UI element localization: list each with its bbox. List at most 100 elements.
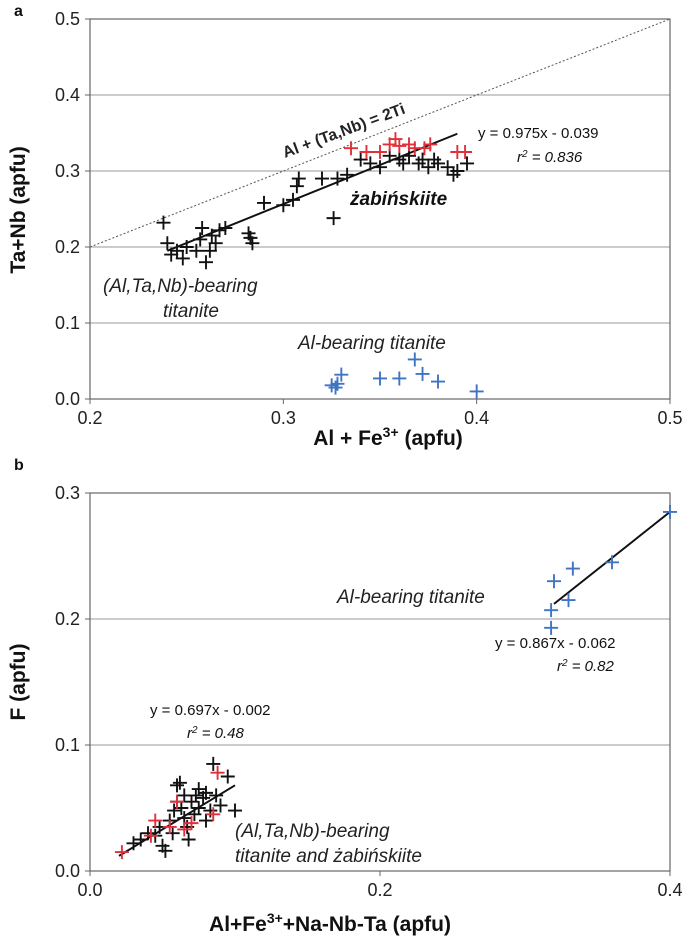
b-point-red (114, 845, 129, 860)
panel-a-plot-frame (89, 18, 671, 400)
b-point-blue (547, 574, 561, 589)
b-point-black (191, 782, 206, 797)
b-y-tick-label: 0.2 (55, 609, 80, 629)
b-point-black (141, 826, 155, 841)
panel-b-mix-label-2: titanite and żabińskiite (235, 846, 422, 867)
a-point-red (458, 145, 473, 159)
b-point-black (170, 778, 184, 793)
b-point-black (213, 798, 228, 813)
panel-b-x-axis-title: Al+Fe3++Na-Nb-Ta (apfu) (209, 910, 451, 936)
panel-b-gridlines (90, 618, 670, 746)
a-point-black (340, 167, 355, 182)
a-point-red (359, 145, 374, 159)
b-point-red (184, 816, 199, 831)
a-point-black (208, 236, 223, 251)
a-y-tick-label: 0.1 (55, 313, 80, 333)
b-point-black (188, 788, 203, 803)
panel-b-letter: b (14, 457, 24, 474)
b-point-black (165, 826, 180, 841)
b-point-red (162, 819, 177, 834)
panel-a-altanb-label-2: titanite (163, 301, 219, 322)
a-point-black (460, 156, 474, 171)
a-point-blue (328, 380, 343, 395)
a-point-black (218, 221, 233, 235)
a-point-black (156, 215, 171, 230)
a-point-blue (334, 367, 349, 382)
panel-a-y-axis-title: Ta+Nb (apfu) (7, 146, 30, 273)
panel-b-y-ticks: 0.0 0.1 0.2 0.3 (55, 483, 90, 881)
a-point-blue (407, 352, 422, 367)
a-x-tick-label: 0.3 (271, 408, 296, 428)
a-point-red (392, 138, 407, 153)
a-point-black (289, 179, 304, 194)
a-point-black (421, 160, 436, 175)
b-point-black (220, 769, 235, 784)
b-x-tick-label: 0.0 (77, 880, 102, 900)
b-point-red (206, 807, 221, 822)
a-point-black (286, 192, 300, 207)
a-y-tick-label: 0.5 (55, 9, 80, 29)
a-point-blue (373, 371, 387, 386)
b-point-blue (544, 603, 559, 618)
a-point-red (344, 141, 358, 156)
panel-b-fit-r2-1: r2 = 0.48 (187, 725, 245, 743)
a-point-black (245, 236, 260, 251)
b-point-black (199, 813, 213, 828)
a-y-tick-label: 0.2 (55, 237, 80, 257)
b-y-tick-label: 0.0 (55, 861, 80, 881)
a-point-black (195, 221, 210, 235)
b-point-black (172, 775, 187, 790)
panel-b-y-axis-title: F (apfu) (7, 644, 30, 721)
b-point-black (158, 843, 173, 858)
a-point-black (315, 171, 329, 186)
panel-b: b 0.0 0.2 0.4 0.0 0.1 0.2 0.3 Al-bearing tita… (7, 457, 683, 936)
panel-a-reference-label: Al + (Ta,Nb) = 2Ti (280, 101, 407, 162)
a-point-black (276, 198, 291, 213)
b-point-black (133, 832, 148, 847)
a-x-tick-label: 0.4 (464, 408, 489, 428)
b-point-blue (605, 555, 619, 570)
a-point-blue (330, 376, 345, 391)
panel-b-points (114, 504, 677, 860)
a-point-black (440, 160, 455, 175)
a-point-black (330, 171, 345, 186)
panel-a-fit-equation: y = 0.975x - 0.039 (478, 125, 599, 142)
b-point-blue (561, 593, 576, 608)
panel-a-fit-r2: r2 = 0.836 (517, 149, 583, 167)
a-point-blue (431, 374, 445, 389)
panel-a-altanb-label-1: (Al,Ta,Nb)-bearing (103, 276, 258, 297)
a-point-blue (392, 371, 407, 386)
b-y-tick-label: 0.3 (55, 483, 80, 503)
a-point-black (189, 243, 204, 258)
a-point-black (431, 156, 445, 171)
b-point-blue (663, 504, 677, 519)
a-y-tick-label: 0.3 (55, 161, 80, 181)
a-point-blue (469, 384, 484, 399)
panel-a-letter: a (14, 3, 23, 20)
panel-b-mix-label-1: (Al,Ta,Nb)-bearing (235, 821, 390, 842)
a-point-black (257, 195, 271, 210)
a-point-black (170, 243, 184, 258)
a-x-tick-label: 0.2 (77, 408, 102, 428)
a-point-black (396, 156, 411, 171)
b-point-red (148, 813, 163, 828)
b-point-black (206, 756, 221, 771)
a-point-black (204, 228, 219, 243)
b-point-red (170, 794, 184, 809)
b-point-red (143, 828, 158, 843)
b-point-black (126, 836, 141, 851)
panel-b-fit-equation-2: y = 0.867x - 0.062 (495, 635, 616, 652)
a-point-black (202, 243, 217, 258)
a-y-tick-label: 0.4 (55, 85, 80, 105)
b-point-blue (565, 561, 580, 576)
a-point-black (373, 160, 387, 175)
a-point-blue (415, 366, 430, 381)
b-point-black (167, 803, 182, 818)
a-point-red (423, 137, 438, 152)
a-point-black (291, 171, 306, 186)
b-point-blue (544, 620, 559, 635)
b-point-black (199, 785, 213, 800)
a-point-red (373, 145, 387, 159)
panel-a-zabinskiite-label: żabińskiite (349, 189, 448, 210)
a-x-tick-label: 0.5 (657, 408, 682, 428)
